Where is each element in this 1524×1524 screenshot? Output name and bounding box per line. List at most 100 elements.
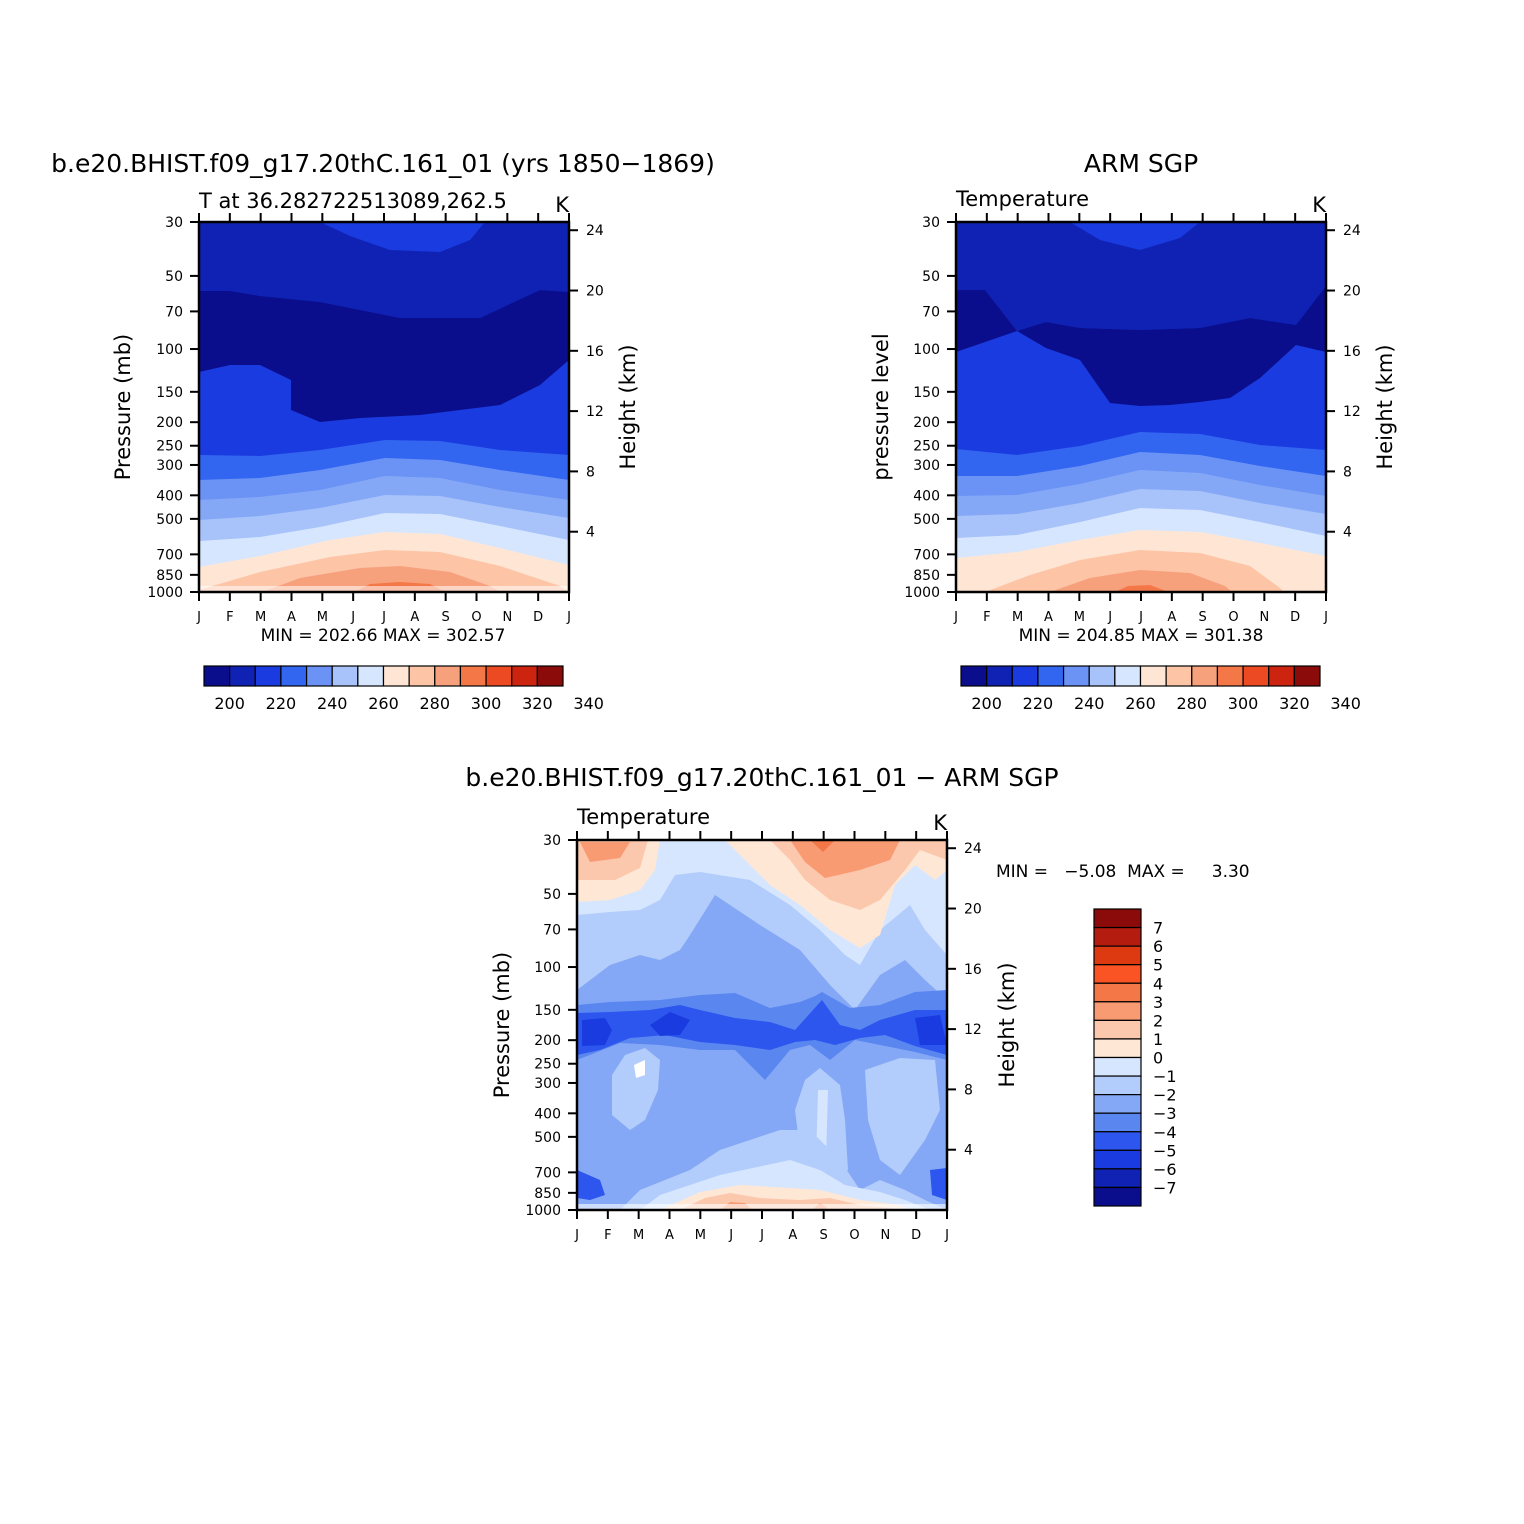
colorbar-swatch xyxy=(536,665,564,687)
panel-model-units: K xyxy=(555,193,570,217)
contour-band xyxy=(650,1012,690,1036)
y-tick-label: 50 xyxy=(543,887,561,903)
panel-model: b.e20.BHIST.f09_g17.20thC.161_01 (yrs 18… xyxy=(51,149,715,713)
contour-band xyxy=(810,840,835,852)
y2-tick-label: 8 xyxy=(964,1082,973,1098)
colorbar-swatch xyxy=(1139,665,1167,687)
y2-tick-label: 12 xyxy=(1343,404,1361,420)
colorbar-label: −5 xyxy=(1153,1141,1177,1160)
x-tick-label: A xyxy=(1044,610,1053,625)
y-tick-label: 30 xyxy=(543,833,561,849)
y-tick-label: 700 xyxy=(534,1165,561,1181)
contour-band xyxy=(930,1168,947,1200)
contour-band xyxy=(262,566,500,592)
panel-obs-y2label: Height (km) xyxy=(1373,344,1397,469)
colorbar-swatch xyxy=(1165,665,1193,687)
y2-tick-label: 12 xyxy=(586,404,604,420)
x-tick-label: N xyxy=(880,1228,890,1243)
y-tick-label: 200 xyxy=(156,415,183,431)
x-tick-label: M xyxy=(695,1228,706,1243)
colorbar-swatch xyxy=(1093,1168,1142,1189)
x-tick-label: J xyxy=(1138,610,1143,625)
y-tick-label: 1000 xyxy=(904,585,940,601)
panel-obs-units: K xyxy=(1312,193,1327,217)
x-tick-label: S xyxy=(1199,610,1207,625)
contour-band xyxy=(1070,222,1200,250)
y2-tick-label: 24 xyxy=(964,841,982,857)
colorbar-label: 300 xyxy=(471,694,502,713)
colorbar-label: 240 xyxy=(317,694,348,713)
x-tick-label: J xyxy=(381,610,386,625)
colorbar-swatch xyxy=(1093,1075,1142,1096)
x-tick-label: M xyxy=(317,610,328,625)
colorbar-label: 5 xyxy=(1153,956,1163,975)
contour-band xyxy=(320,222,485,252)
y-tick-label: 50 xyxy=(922,269,940,285)
x-tick-label: J xyxy=(1323,610,1328,625)
y-tick-label: 30 xyxy=(165,215,183,231)
y-tick-label: 70 xyxy=(922,304,940,320)
y-tick-label: 500 xyxy=(156,512,183,528)
colorbar-swatch xyxy=(1093,1038,1142,1059)
contour-band xyxy=(634,1060,645,1078)
x-tick-label: S xyxy=(820,1228,828,1243)
contour-band xyxy=(577,1204,947,1210)
panel-obs: ARM SGP Temperature K J F M A M J J A S O N D J 30 50 7… xyxy=(869,149,1397,713)
colorbar-label: 7 xyxy=(1153,919,1163,938)
contour-band xyxy=(790,840,900,878)
y2-tick-label: 4 xyxy=(1343,525,1352,541)
panel-obs-title: ARM SGP xyxy=(1084,149,1198,178)
x-tick-label: J xyxy=(196,610,201,625)
y2-tick-label: 24 xyxy=(1343,223,1361,239)
colorbar-swatch xyxy=(459,665,487,687)
x-tick-label: A xyxy=(788,1228,797,1243)
x-tick-label: O xyxy=(471,610,481,625)
colorbar-swatch xyxy=(1093,1112,1142,1133)
panel-obs-axes: J F M A M J J A S O N D J 30 50 70 100 150 200 250 300 400 500… xyxy=(904,213,1361,625)
colorbar-label: 320 xyxy=(522,694,553,713)
colorbar-swatch xyxy=(305,665,333,687)
y-tick-label: 150 xyxy=(534,1003,561,1019)
colorbar-swatch xyxy=(960,665,988,687)
colorbar-label: 260 xyxy=(368,694,399,713)
x-tick-label: J xyxy=(944,1228,949,1243)
y2-tick-label: 20 xyxy=(586,284,604,300)
y-tick-label: 200 xyxy=(534,1033,561,1049)
panel-model-axes: J F M A M J J A S O N D J 30 50 70 100 150 200 250 300 400 500… xyxy=(147,213,604,625)
colorbar-label: 320 xyxy=(1279,694,1310,713)
contour-band xyxy=(865,1058,940,1175)
colorbar-swatch xyxy=(1037,665,1065,687)
colorbar-swatch xyxy=(203,665,231,687)
y-tick-label: 30 xyxy=(922,215,940,231)
y-tick-label: 250 xyxy=(913,439,940,455)
colorbar-swatch xyxy=(357,665,385,687)
y2-tick-label: 12 xyxy=(964,1022,982,1038)
contour-band xyxy=(199,586,569,592)
colorbar-swatch xyxy=(1093,964,1142,984)
x-tick-label: N xyxy=(502,610,512,625)
contour-band xyxy=(915,1015,947,1045)
x-tick-label: N xyxy=(1259,610,1269,625)
colorbar-swatch xyxy=(408,665,436,687)
contour-band xyxy=(1115,585,1168,592)
y-tick-label: 70 xyxy=(165,304,183,320)
y-tick-label: 150 xyxy=(913,385,940,401)
contour-band xyxy=(199,222,569,318)
y-tick-label: 70 xyxy=(543,922,561,938)
x-tick-label: J xyxy=(1107,610,1112,625)
colorbar-swatch xyxy=(1062,665,1090,687)
panel-diff: b.e20.BHIST.f09_g17.20thC.161_01 − ARM S… xyxy=(465,763,1249,1243)
colorbar-label: 220 xyxy=(266,694,297,713)
colorbar-swatch xyxy=(1093,1001,1142,1021)
y2-tick-label: 8 xyxy=(586,464,595,480)
colorbar-swatch xyxy=(1191,665,1219,687)
contour-band xyxy=(199,290,569,422)
contour-band xyxy=(956,290,1017,352)
colorbar-swatch xyxy=(382,665,410,687)
y2-tick-label: 20 xyxy=(964,902,982,918)
panel-diff-axes: J F M A M J J A S O N D J 30 50 70 100 150 200 250 300 400 500… xyxy=(525,831,982,1243)
y2-tick-label: 24 xyxy=(586,223,604,239)
colorbar-swatch xyxy=(485,665,513,687)
contour-band xyxy=(1017,286,1326,406)
y-tick-label: 850 xyxy=(156,568,183,584)
